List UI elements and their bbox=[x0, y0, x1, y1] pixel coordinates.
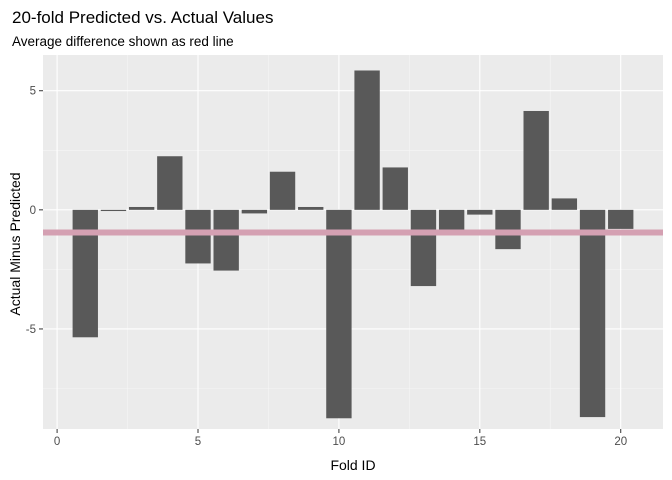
bar-fold-7 bbox=[241, 209, 268, 214]
x-tick-label: 15 bbox=[473, 436, 486, 448]
y-axis: -5 0 5 bbox=[26, 86, 43, 336]
bar-fold-6 bbox=[213, 209, 239, 271]
bar-fold-9 bbox=[298, 206, 324, 210]
bar-fold-3 bbox=[128, 206, 155, 210]
x-tick-label: 0 bbox=[54, 436, 60, 448]
plot-panel bbox=[43, 55, 663, 429]
y-tick-label: -5 bbox=[26, 324, 36, 336]
bar-fold-5 bbox=[185, 209, 211, 264]
x-tick-label: 10 bbox=[333, 436, 346, 448]
y-axis-title: Actual Minus Predicted bbox=[7, 172, 23, 315]
bar-fold-13 bbox=[410, 209, 437, 287]
bar-fold-18 bbox=[551, 198, 578, 210]
y-tick-label: 0 bbox=[30, 205, 36, 217]
bar-fold-11 bbox=[354, 70, 380, 210]
bar-fold-20 bbox=[608, 209, 634, 229]
bar-fold-10 bbox=[326, 209, 352, 419]
chart-subtitle: Average difference shown as red line bbox=[12, 34, 234, 49]
bar-fold-15 bbox=[467, 209, 493, 215]
bar-fold-14 bbox=[438, 209, 465, 231]
bar-fold-8 bbox=[269, 171, 296, 210]
x-axis-title: Fold ID bbox=[330, 457, 375, 473]
bar-fold-1 bbox=[72, 209, 98, 338]
x-tick-label: 20 bbox=[614, 436, 627, 448]
bar-fold-4 bbox=[157, 156, 183, 210]
bar-fold-17 bbox=[523, 110, 549, 210]
bar-fold-2 bbox=[100, 209, 127, 212]
bar-fold-19 bbox=[579, 209, 606, 418]
chart-title: 20-fold Predicted vs. Actual Values bbox=[12, 8, 273, 27]
x-tick-label: 5 bbox=[195, 436, 201, 448]
x-axis: 0 5 10 15 20 bbox=[54, 429, 627, 448]
bar-fold-12 bbox=[382, 167, 408, 210]
grid-minor bbox=[43, 55, 663, 429]
y-tick-label: 5 bbox=[30, 86, 36, 98]
